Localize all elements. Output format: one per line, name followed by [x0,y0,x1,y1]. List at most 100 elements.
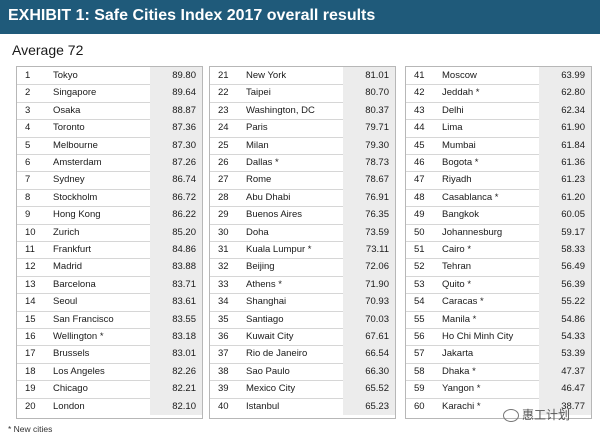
table-row: 8 Stockholm 86.72 [17,188,202,208]
city-cell: Riyadh [442,174,472,186]
score-cell: 61.23 [539,171,591,189]
city-cell: Doha [246,226,269,238]
table-row: 33 Athens * 71.90 [210,275,395,295]
rank-cell: 60 [414,400,425,412]
score-cell: 78.67 [343,171,395,189]
table-row: 53 Quito * 56.39 [406,275,591,295]
score-cell: 82.26 [150,362,202,381]
rank-cell: 10 [25,226,36,238]
rank-cell: 5 [25,139,31,151]
score-cell: 84.86 [150,241,202,259]
table-row: 58 Dhaka * 47.37 [406,362,591,382]
rank-cell: 56 [414,331,425,342]
rank-cell: 50 [414,226,425,238]
score-cell: 83.88 [150,258,202,276]
score-cell: 71.90 [343,275,395,294]
score-cell: 87.26 [150,154,202,172]
city-cell: Tokyo [53,70,78,81]
city-cell: Dallas * [246,157,279,168]
city-cell: Stockholm [53,191,98,203]
rank-cell: 4 [25,122,31,134]
score-cell: 55.22 [539,293,591,311]
city-cell: Bangkok [442,209,479,221]
rank-cell: 40 [218,400,229,412]
rank-cell: 51 [414,244,425,255]
rank-cell: 45 [414,139,425,151]
city-cell: Istanbul [246,400,280,412]
score-cell: 73.59 [343,223,395,241]
city-cell: Quito * [442,278,472,290]
city-cell: Hong Kong [53,209,101,221]
score-cell: 61.84 [539,136,591,154]
score-cell: 89.64 [150,84,202,102]
city-cell: Yangon * [442,383,481,395]
score-cell: 86.74 [150,171,202,189]
score-cell: 65.52 [343,380,395,398]
table-row: 52 Tehran 56.49 [406,258,591,277]
table-row: 12 Madrid 83.88 [17,258,202,277]
score-cell: 70.93 [343,293,395,311]
score-cell: 76.91 [343,188,395,207]
rank-cell: 18 [25,365,36,377]
table-row: 26 Dallas * 78.73 [210,154,395,173]
rank-cell: 33 [218,278,229,290]
score-cell: 46.47 [539,380,591,398]
table-row: 38 Sao Paulo 66.30 [210,362,395,382]
table-row: 40 Istanbul 65.23 [210,397,395,415]
rank-cell: 13 [25,278,36,290]
table-row: 57 Jakarta 53.39 [406,345,591,364]
score-cell: 83.71 [150,275,202,294]
city-cell: Dhaka * [442,365,476,377]
rank-cell: 19 [25,383,36,395]
score-cell: 54.33 [539,328,591,346]
city-cell: Madrid [53,261,83,273]
table-row: 49 Bangkok 60.05 [406,206,591,225]
score-cell: 61.90 [539,119,591,137]
score-cell: 83.61 [150,293,202,311]
table-row: 60 Karachi * 38.77 [406,397,591,415]
rank-cell: 54 [414,296,425,308]
table-row: 39 Mexico City 65.52 [210,380,395,399]
table-row: 45 Mumbai 61.84 [406,136,591,155]
rank-cell: 58 [414,365,425,377]
table-row: 59 Yangon * 46.47 [406,380,591,399]
rank-cell: 59 [414,383,425,395]
score-cell: 62.34 [539,101,591,120]
table-row: 25 Milan 79.30 [210,136,395,155]
city-cell: Chicago [53,383,88,395]
rank-cell: 23 [218,104,229,116]
score-cell: 81.01 [343,67,395,85]
rank-cell: 12 [25,261,36,273]
rank-cell: 35 [218,313,229,325]
rank-cell: 30 [218,226,229,238]
city-cell: Seoul [53,296,78,308]
score-cell: 61.20 [539,188,591,207]
table-row: 29 Buenos Aires 76.35 [210,206,395,225]
score-cell: 72.06 [343,258,395,276]
city-cell: Athens * [246,278,282,290]
score-cell: 53.39 [539,345,591,363]
city-cell: Moscow [442,70,477,81]
table-row: 35 Santiago 70.03 [210,310,395,329]
score-cell: 66.54 [343,345,395,363]
city-cell: Brussels [53,348,90,360]
rank-cell: 24 [218,122,229,134]
rank-cell: 43 [414,104,425,116]
table-row: 34 Shanghai 70.93 [210,293,395,312]
city-cell: Paris [246,122,268,134]
table-row: 31 Kuala Lumpur * 73.11 [210,241,395,260]
ranking-column: 41 Moscow 63.99 42 Jeddah * 62.80 43 Delhi 62.34… [405,66,592,419]
city-cell: Santiago [246,313,284,325]
city-cell: New York [246,70,287,81]
table-row: 16 Wellington * 83.18 [17,328,202,347]
score-cell: 73.11 [343,241,395,259]
rank-cell: 53 [414,278,425,290]
city-cell: Abu Dhabi [246,191,291,203]
score-cell: 56.49 [539,258,591,276]
table-row: 3 Osaka 88.87 [17,101,202,121]
score-cell: 38.77 [539,397,591,415]
table-row: 23 Washington, DC 80.37 [210,101,395,121]
rank-cell: 28 [218,191,229,203]
rank-cell: 46 [414,157,425,168]
rank-cell: 52 [414,261,425,273]
